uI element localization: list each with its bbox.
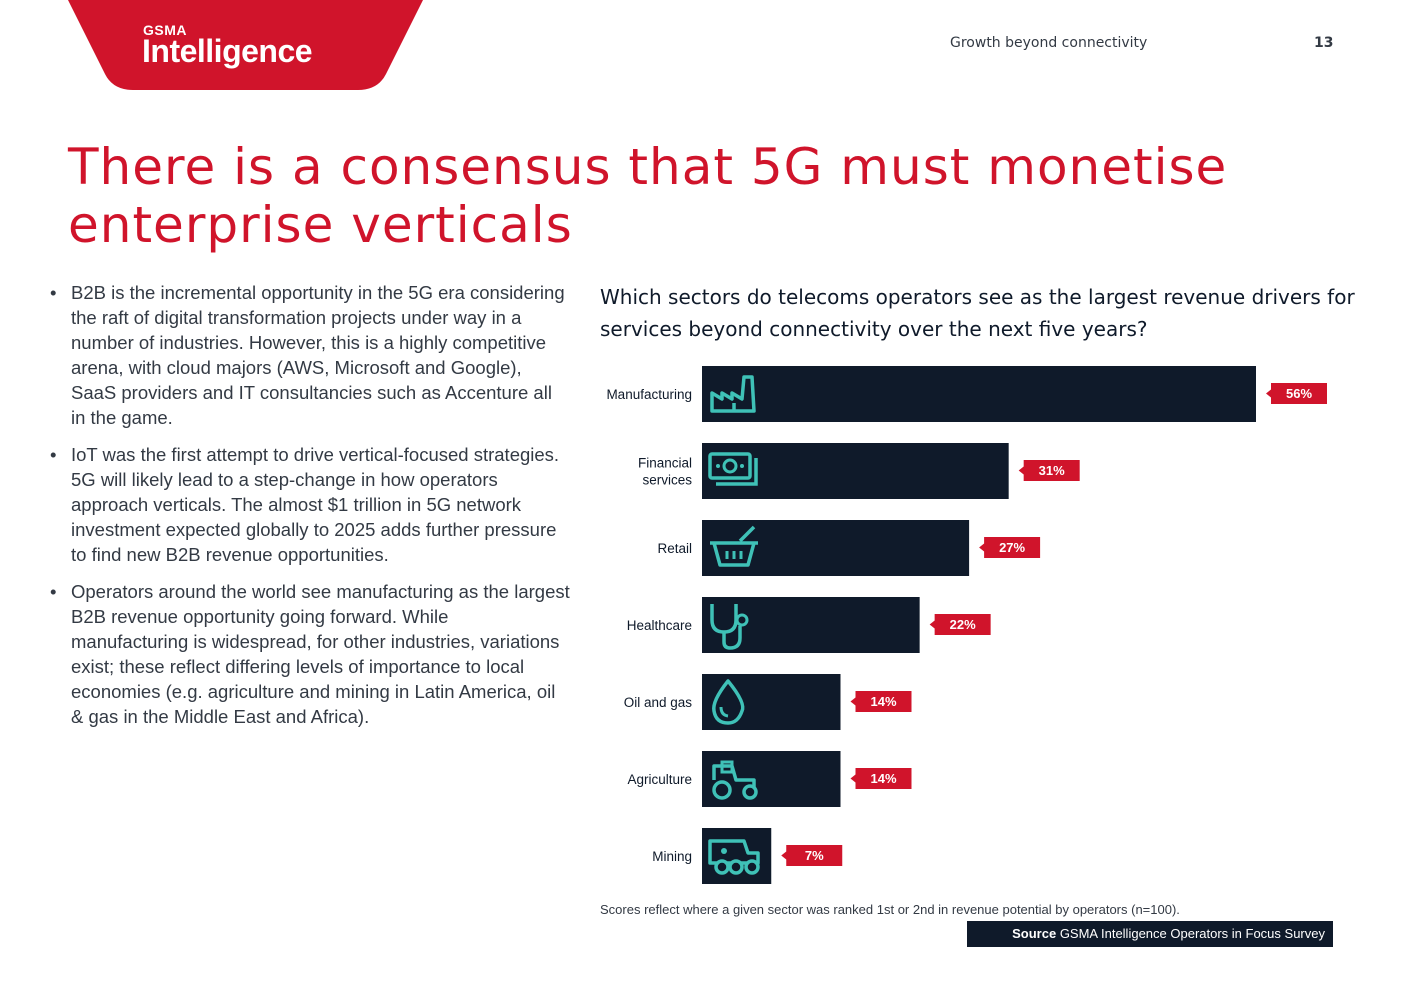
source-label: Source (1012, 926, 1057, 941)
bullet-list: B2B is the incremental opportunity in th… (50, 280, 570, 741)
value-tag (1266, 383, 1327, 404)
value-tag (850, 768, 912, 789)
logo-intelligence-text: Intelligence (142, 33, 313, 69)
bar (702, 520, 970, 576)
value-tag (979, 537, 1041, 558)
bullet-item: B2B is the incremental opportunity in th… (50, 280, 570, 430)
category-label: Financial services (638, 456, 692, 488)
factory-icon (710, 375, 756, 413)
value-tag (781, 845, 843, 866)
bullet-item: Operators around the world see manufactu… (50, 579, 570, 729)
value-label: 56% (1286, 386, 1312, 401)
value-label: 14% (870, 694, 896, 709)
bar-chart: Manufacturing 56% Financial services 31% Reta… (606, 366, 1327, 884)
bar (702, 443, 1009, 499)
value-label: 27% (999, 540, 1025, 555)
basket-icon (710, 525, 758, 567)
value-tag (929, 614, 991, 635)
logo-background (68, 0, 423, 90)
value-tag (850, 691, 912, 712)
bar (702, 828, 772, 884)
source-box: Source GSMA Intelligence Operators in Fo… (967, 921, 1333, 947)
logo-tab: GSMA Intelligence (68, 0, 423, 90)
mining-truck-icon (708, 839, 760, 875)
chart-title: Which sectors do telecoms operators see … (600, 285, 1355, 341)
page-number: 13 (1314, 35, 1334, 51)
section-title: Growth beyond connectivity (950, 35, 1148, 51)
money-icon (708, 452, 758, 486)
oil-drop-icon (712, 679, 745, 725)
value-tag (1018, 460, 1080, 481)
category-label: Agriculture (627, 772, 692, 787)
chart-footnote: Scores reflect where a given sector was … (600, 902, 1180, 917)
category-label: Retail (657, 541, 692, 556)
tractor-icon (712, 760, 758, 800)
value-label: 31% (1039, 463, 1065, 478)
category-label: Mining (652, 849, 692, 864)
value-label: 7% (805, 848, 824, 863)
value-label: 14% (870, 771, 896, 786)
category-label: Manufacturing (606, 387, 692, 402)
logo-gsma-text: GSMA (143, 22, 187, 38)
source-text: GSMA Intelligence Operators in Focus Sur… (1059, 926, 1325, 941)
stethoscope-icon (710, 604, 749, 650)
bar (702, 366, 1256, 422)
page-title: There is a consensus that 5G must moneti… (68, 138, 1228, 254)
category-label: Oil and gas (624, 695, 693, 710)
bullet-item: IoT was the first attempt to drive verti… (50, 442, 570, 567)
category-label: Healthcare (627, 618, 692, 633)
value-label: 22% (950, 617, 976, 632)
